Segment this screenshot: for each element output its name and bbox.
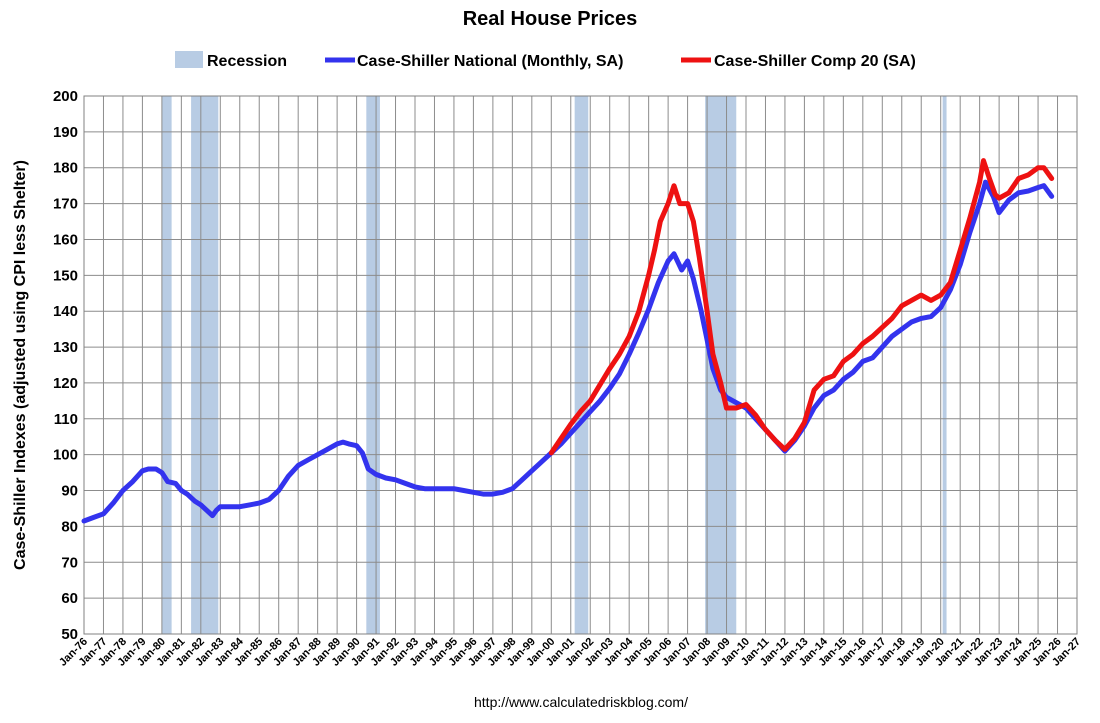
recession-band (191, 96, 219, 634)
y-tick-label: 120 (53, 375, 78, 392)
y-tick-label: 140 (53, 303, 78, 320)
recession-band (942, 96, 947, 634)
y-tick-label: 200 (53, 88, 78, 105)
chart-title: Real House Prices (463, 8, 638, 30)
legend-swatch-recession (175, 51, 203, 68)
y-tick-label: 80 (61, 518, 78, 535)
y-tick-label: 160 (53, 231, 78, 248)
y-tick-label: 110 (54, 411, 78, 428)
plot-area-border (83, 95, 1078, 635)
legend: Recession Case-Shiller National (Monthly… (175, 51, 916, 70)
legend-label-comp20: Case-Shiller Comp 20 (SA) (714, 53, 916, 70)
y-tick-label: 190 (53, 124, 78, 141)
series-line-national (81, 179, 1055, 524)
y-tick-label: 70 (61, 554, 78, 571)
recession-band (366, 96, 380, 634)
x-axis-ticks: Jan-76Jan-77Jan-78Jan-79Jan-80Jan-81Jan-… (57, 635, 1083, 669)
y-tick-label: 170 (53, 196, 78, 213)
legend-label-national: Case-Shiller National (Monthly, SA) (357, 53, 623, 70)
recession-band (574, 96, 589, 634)
y-tick-label: 60 (61, 590, 78, 607)
y-tick-label: 150 (53, 267, 78, 284)
y-tick-label: 130 (53, 339, 78, 356)
recession-band (161, 96, 172, 634)
y-tick-label: 180 (53, 160, 78, 177)
y-tick-label: 100 (53, 447, 78, 464)
series-line-comp20 (548, 158, 1055, 456)
legend-label-recession: Recession (207, 53, 287, 70)
y-tick-label: 50 (61, 626, 78, 643)
source-url: http://www.calculatedriskblog.com/ (474, 694, 688, 710)
y-tick-label: 90 (61, 483, 78, 500)
series-lines (81, 158, 1055, 524)
recession-bands (161, 96, 947, 634)
y-axis-label: Case-Shiller Indexes (adjusted using CPI… (12, 160, 29, 570)
y-axis-ticks: 50 60 70 80 90 100 110 120 130 140 150 160 170 180 190… (53, 88, 78, 643)
